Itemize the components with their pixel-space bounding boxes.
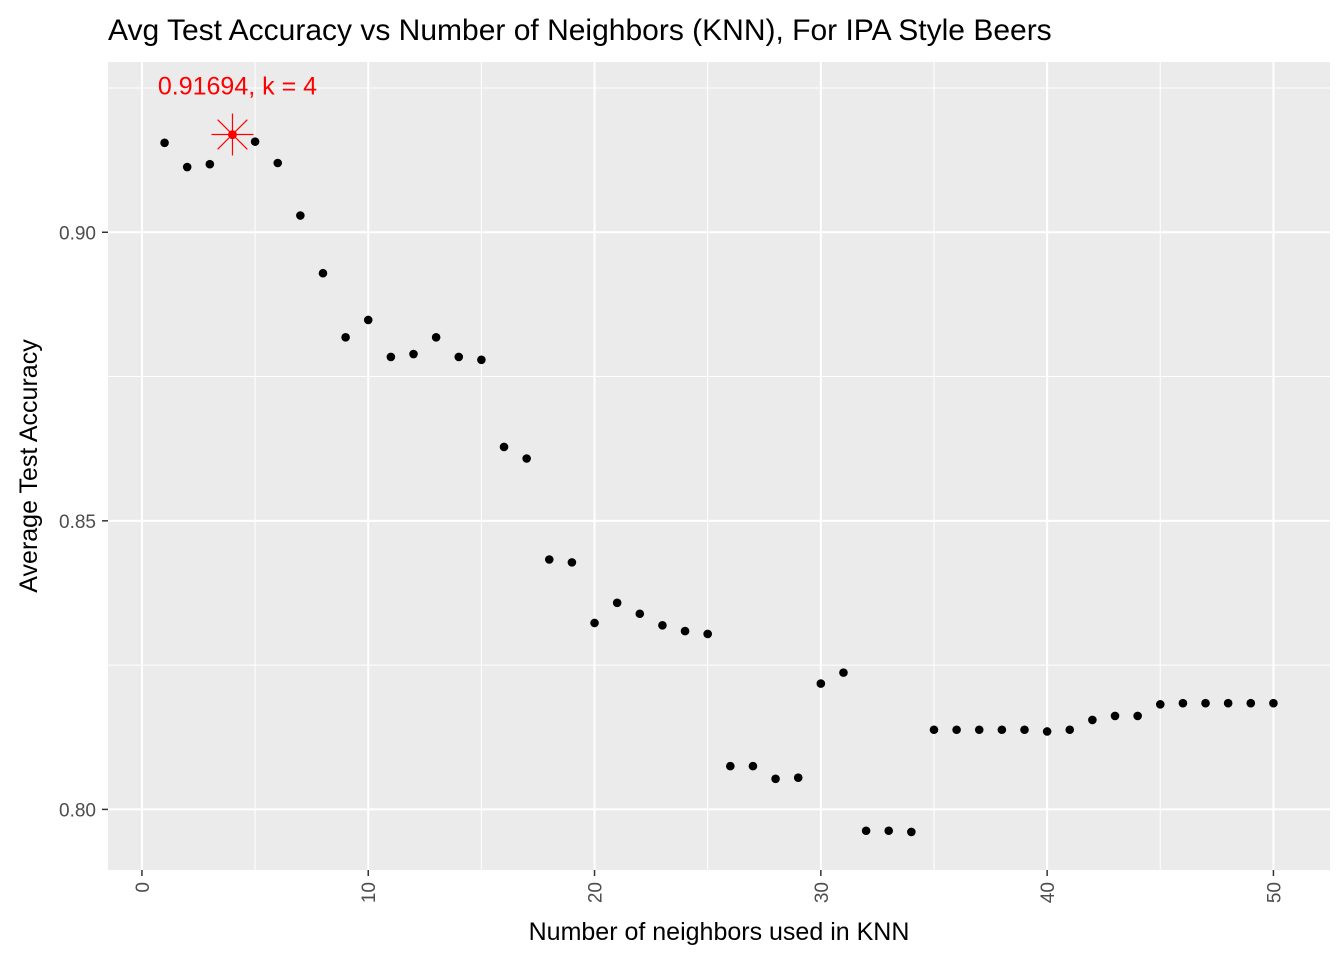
y-tick-label: 0.85 [59, 512, 96, 533]
data-point [363, 315, 373, 325]
data-point [590, 618, 599, 628]
data-point [1155, 700, 1165, 709]
data-point [431, 332, 441, 342]
data-point [748, 761, 758, 771]
data-point [273, 158, 283, 168]
data-point [929, 725, 939, 735]
data-point [1133, 711, 1142, 721]
data-point [409, 349, 418, 359]
data-point [884, 826, 894, 836]
data-point [997, 725, 1007, 735]
y-axis-title: Average Test Accuracy [15, 339, 43, 593]
plot-panel [108, 62, 1330, 870]
data-point [816, 679, 826, 688]
data-point [1201, 698, 1210, 708]
data-point [318, 268, 328, 278]
data-point [907, 827, 916, 837]
data-point [544, 555, 554, 564]
data-point [499, 442, 509, 452]
data-point [477, 355, 486, 365]
data-point [703, 629, 712, 639]
data-point [1223, 698, 1233, 708]
data-point [771, 774, 780, 784]
x-axis-title: Number of neighbors used in KNN [529, 918, 910, 946]
data-point [386, 352, 396, 362]
chart-title: Avg Test Accuracy vs Number of Neighbors… [108, 14, 1052, 47]
data-point [250, 137, 260, 146]
y-tick-label: 0.80 [59, 800, 96, 821]
data-point [952, 725, 961, 735]
data-point [454, 352, 464, 362]
data-point [341, 332, 350, 342]
data-point [1269, 698, 1278, 708]
x-tick-label: 0 [133, 882, 154, 893]
x-tick-label: 30 [812, 882, 833, 903]
data-point [296, 211, 305, 220]
data-point [861, 826, 871, 836]
data-point [612, 598, 622, 608]
data-point [567, 558, 577, 567]
highlight-star-ray [217, 119, 248, 150]
x-tick-label: 20 [586, 882, 607, 903]
data-point [658, 620, 667, 630]
data-point [1110, 711, 1120, 721]
data-point [726, 761, 735, 771]
y-axis-ticks: 0.80 0.85 0.90 [59, 223, 108, 821]
minor-gridlines [108, 62, 1330, 870]
data-point [974, 725, 984, 735]
data-point [182, 162, 192, 172]
x-tick-label: 50 [1264, 882, 1285, 903]
data-point [839, 668, 848, 677]
y-tick-label: 0.90 [59, 223, 96, 244]
highlight-marker [211, 113, 254, 156]
data-point [1020, 725, 1029, 735]
x-tick-label: 10 [359, 882, 380, 903]
data-point [793, 773, 803, 782]
data-point [205, 159, 215, 169]
x-axis-ticks: 0 10 20 30 40 50 [133, 870, 1285, 903]
data-point [522, 454, 531, 463]
data-point [1088, 715, 1097, 725]
data-point [1246, 698, 1256, 708]
data-point [680, 626, 690, 636]
highlight-annotation: 0.91694, k = 4 [158, 72, 317, 100]
data-point [635, 609, 645, 619]
data-point [160, 138, 169, 148]
data-point [1178, 698, 1188, 708]
data-point [1042, 727, 1052, 736]
data-point [1065, 725, 1075, 735]
x-tick-label: 40 [1038, 882, 1059, 903]
